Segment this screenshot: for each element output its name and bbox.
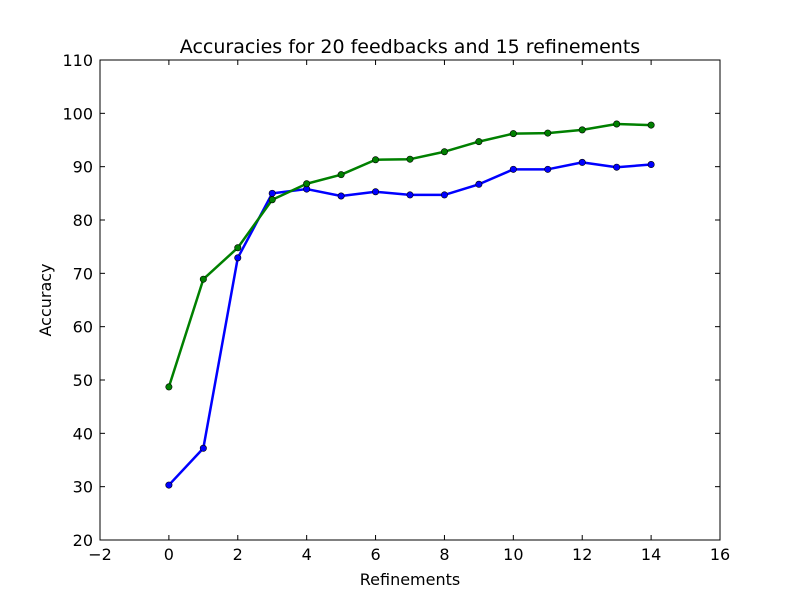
series-2-point [613,120,621,128]
x-tick-label: 6 [370,545,380,564]
y-tick-label: 90 [73,158,93,177]
series-1-point [647,161,655,169]
y-tick-label: 70 [73,264,93,283]
series-1-point [509,165,517,173]
x-tick-label: 12 [572,545,592,564]
series-2-point [165,383,173,391]
series-2-point [578,126,586,134]
series-2-point [544,129,552,137]
y-axis-label: Accuracy [36,263,55,336]
x-tick-label: 0 [164,545,174,564]
series-2-point [303,180,311,188]
series-1-point [337,192,345,200]
plot-area [99,59,721,541]
series-1-point [165,481,173,489]
x-tick-label: 8 [439,545,449,564]
y-tick-label: 40 [73,424,93,443]
x-tick-label: 2 [233,545,243,564]
x-axis-label: Refinements [360,570,460,589]
chart-title: Accuracies for 20 feedbacks and 15 refin… [180,36,640,58]
series-2-point [440,148,448,156]
x-tick-label: 14 [641,545,661,564]
series-layer [165,120,655,489]
y-tick-label: 100 [62,104,93,123]
y-tick-label: 30 [73,478,93,497]
series-1-point [234,254,242,262]
series-1 [165,158,655,489]
series-1-point [372,188,380,196]
x-tick-label: −2 [88,545,112,564]
series-2-point [406,155,414,163]
series-1-point [268,189,276,197]
series-2-point [199,275,207,283]
series-1-point [613,163,621,171]
x-axis: −2 0 2 4 6 8 10 12 14 16 [88,60,730,564]
y-axis: 20 30 40 50 60 70 80 90 100 110 [62,51,720,550]
series-1-point [544,165,552,173]
series-1-point [406,191,414,199]
x-tick-label: 4 [302,545,312,564]
series-2 [165,120,655,391]
y-tick-label: 50 [73,371,93,390]
series-2-point [372,156,380,164]
x-tick-label: 10 [503,545,523,564]
y-tick-label: 20 [73,531,93,550]
series-1-point [475,180,483,188]
x-tick-label: 16 [710,545,730,564]
y-tick-label: 80 [73,211,93,230]
series-2-point [475,138,483,146]
y-tick-label: 110 [62,51,93,70]
series-2-point [234,244,242,252]
series-2-point [268,196,276,204]
series-2-point [647,121,655,129]
y-tick-label: 60 [73,318,93,337]
series-1-point [199,444,207,452]
series-2-point [509,130,517,138]
series-2-point [337,171,345,179]
series-1-point [440,191,448,199]
series-1-point [578,158,586,166]
